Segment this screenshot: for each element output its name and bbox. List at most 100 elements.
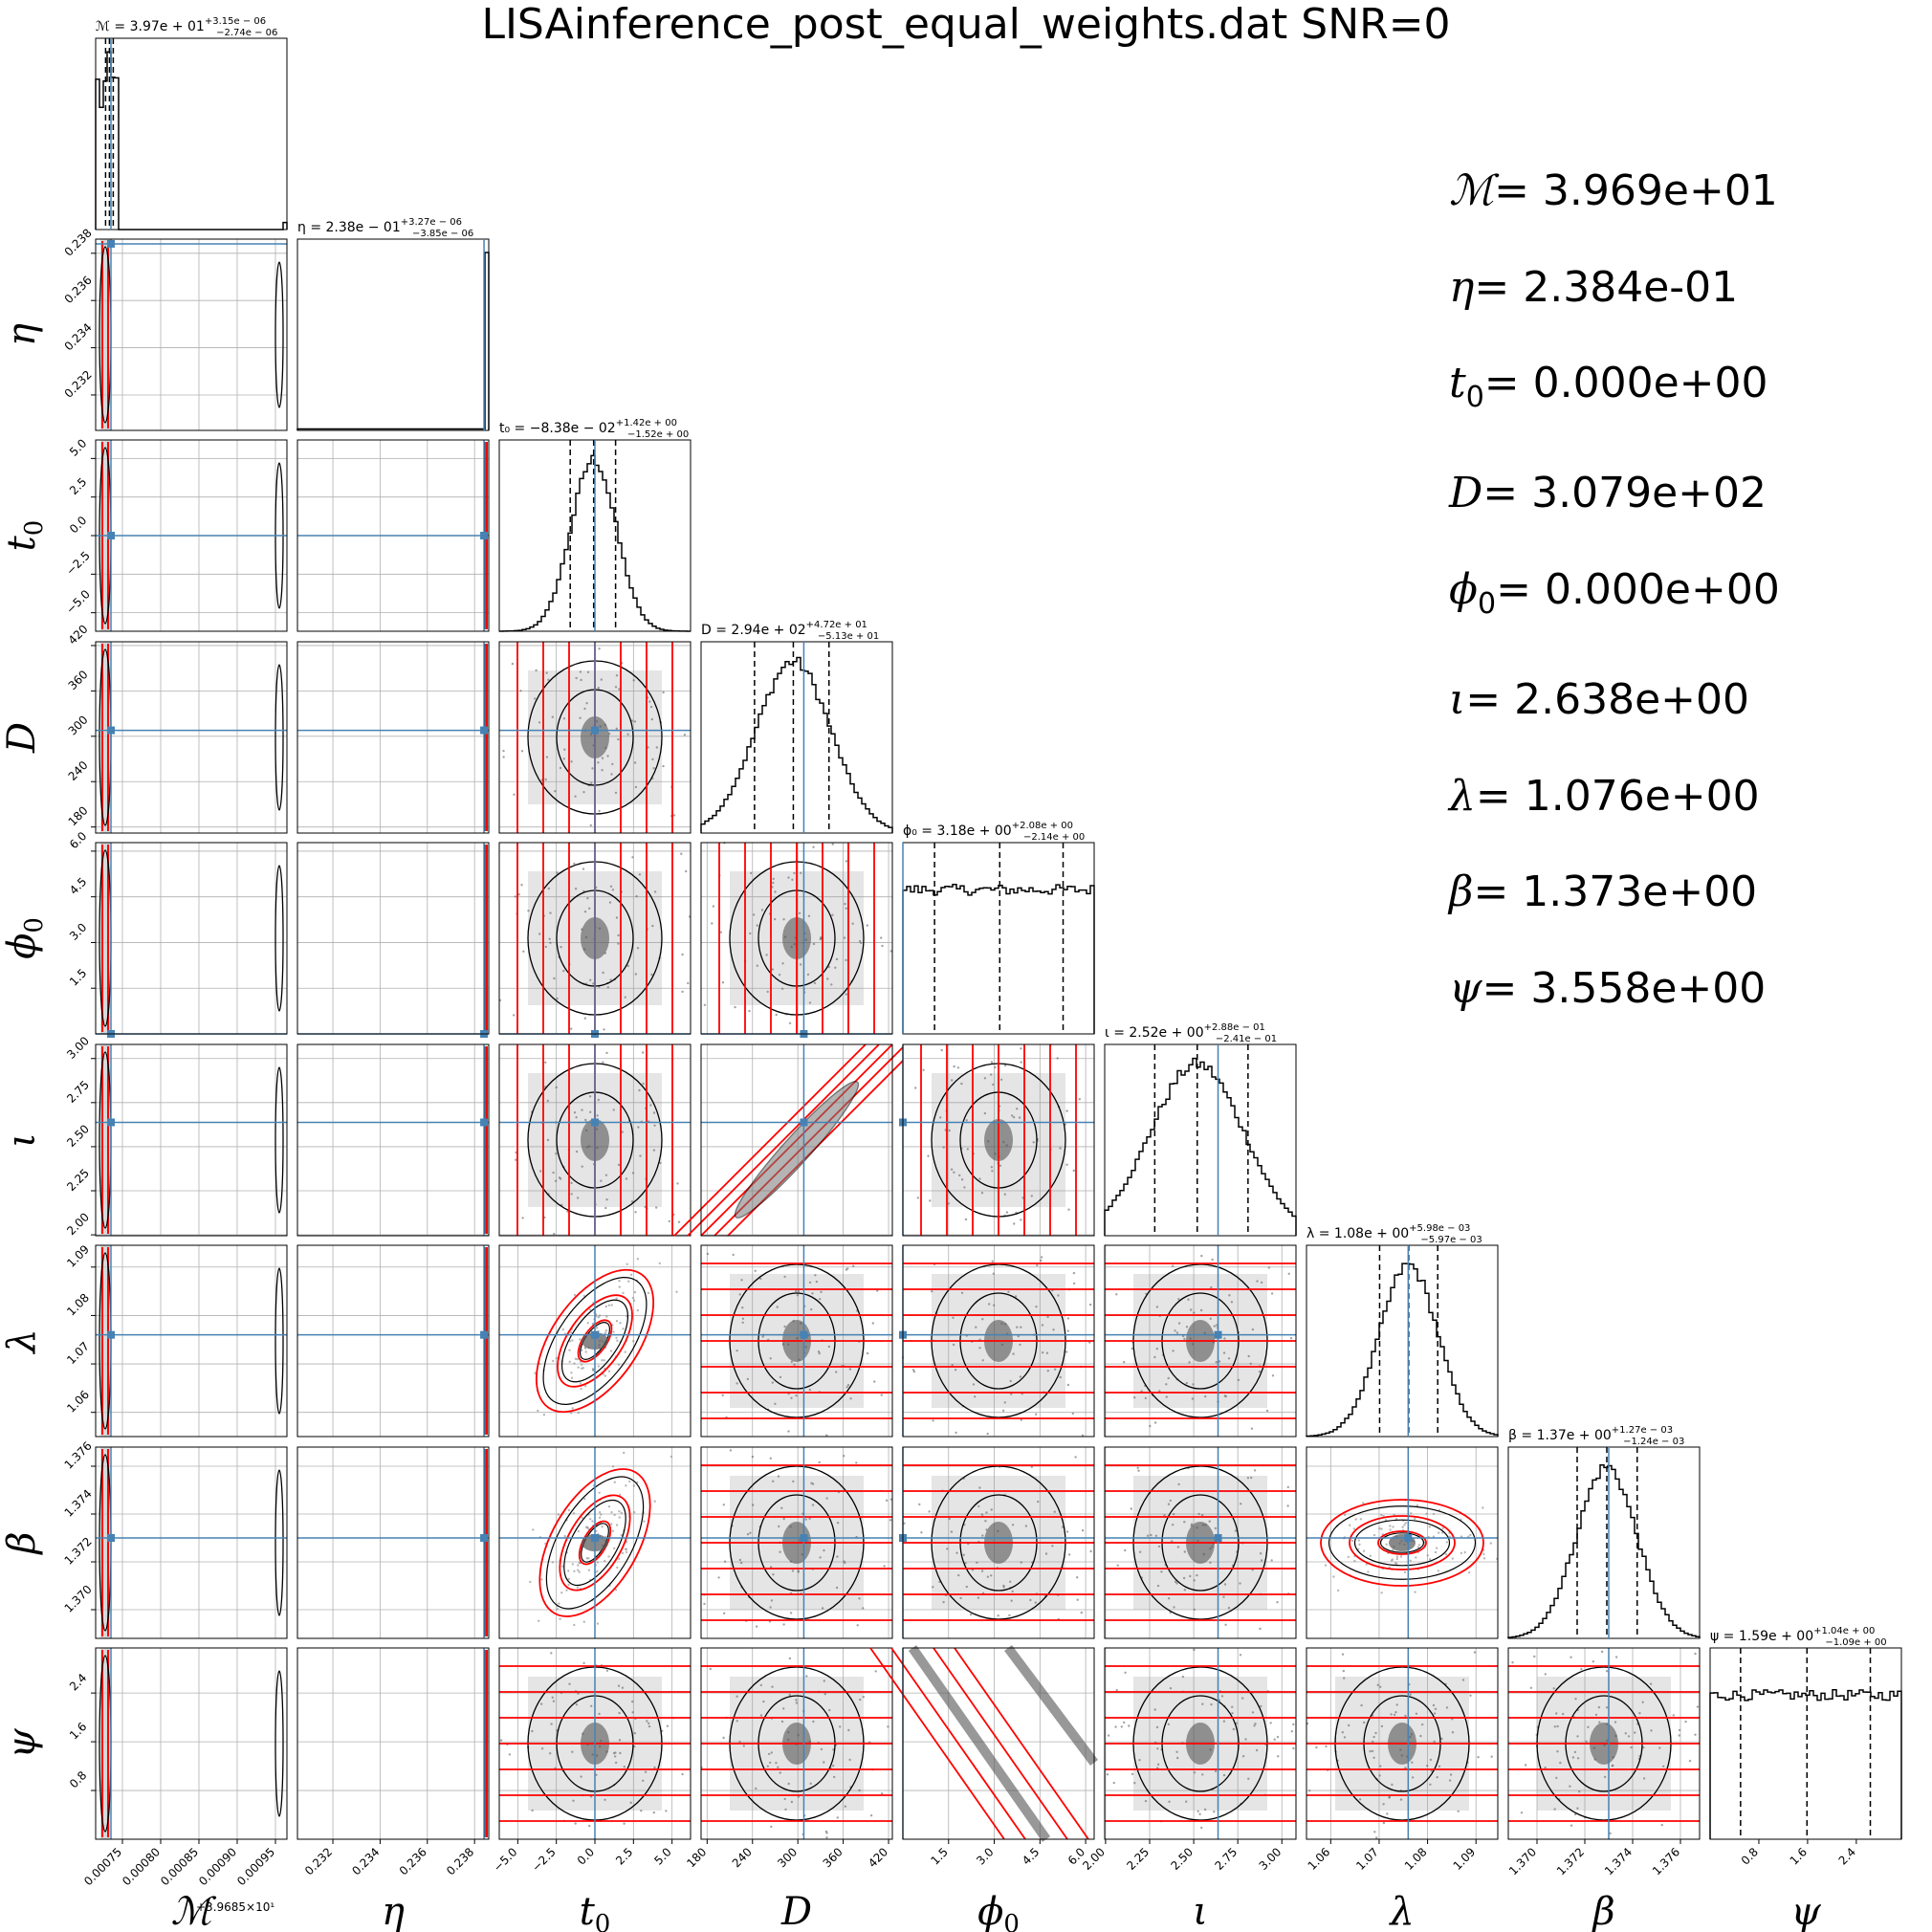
panel-frame (95, 1244, 288, 1438)
figure-title: LISAinference_post_equal_weights.dat SNR… (481, 0, 1451, 49)
sample-point (754, 1269, 757, 1273)
sample-point (1337, 1589, 1340, 1592)
sample-point (1658, 1746, 1661, 1749)
sample-point (1612, 1764, 1614, 1767)
x-axis-symbol: t (580, 1890, 596, 1932)
panel-2d (869, 1645, 1098, 1842)
sample-point (597, 1098, 600, 1102)
sample-point (634, 973, 637, 976)
sample-point (567, 1577, 570, 1581)
sample-point (576, 1197, 580, 1199)
sample-point (1174, 1329, 1176, 1332)
sample-point (1222, 1351, 1226, 1354)
sample-point (650, 973, 653, 977)
sample-point (1124, 1671, 1127, 1675)
panel-background (297, 1447, 489, 1638)
y-tick-label: −2.5 (63, 549, 93, 579)
sample-point (790, 1396, 793, 1400)
sample-point (554, 1179, 558, 1183)
panel-frame (498, 1043, 692, 1237)
panel-frame (902, 1043, 1095, 1237)
sample-point (1165, 1395, 1169, 1398)
hist-title-minus: −2.74e − 06 (216, 28, 277, 38)
sample-point (597, 1316, 600, 1319)
sample-point (1177, 1482, 1180, 1486)
sample-point (1133, 1782, 1136, 1785)
sample-point (628, 1480, 631, 1483)
sample-point (587, 1557, 590, 1560)
sample-point (723, 1612, 726, 1615)
sample-point (556, 1608, 560, 1611)
panel-frame (498, 842, 692, 1035)
sample-point (633, 1732, 636, 1735)
sample-point (874, 1670, 877, 1673)
sample-point (591, 1368, 595, 1372)
sample-point (1421, 1723, 1424, 1726)
sample-point (625, 1484, 627, 1487)
sample-point (735, 1695, 738, 1698)
sample-point (1433, 1712, 1437, 1715)
sample-point (1449, 1773, 1453, 1776)
sample-point (1116, 1564, 1119, 1567)
sample-point (948, 1129, 951, 1132)
y-tick-label: 5.0 (67, 436, 89, 458)
sample-point (999, 1078, 1003, 1082)
sample-point (963, 1524, 966, 1526)
sample-point (604, 1798, 606, 1802)
sample-point (1642, 1777, 1646, 1780)
y-tick-label: 0.232 (62, 368, 95, 401)
sample-point (981, 1318, 984, 1321)
sample-point (1010, 1599, 1013, 1602)
sample-point (953, 1171, 955, 1175)
sample-point (1254, 1723, 1257, 1725)
truth-marker (107, 239, 115, 248)
truth-value: = 0.000e+00 (1496, 564, 1780, 614)
sample-point (964, 1562, 967, 1565)
sample-point (1016, 1108, 1019, 1110)
sample-point (631, 1172, 635, 1175)
sample-point (1678, 1734, 1680, 1737)
sample-point (795, 1289, 798, 1293)
panel-background (96, 1648, 287, 1839)
hist-title: D = 2.94e + 02+4.72e + 01 −5.13e + 01 (701, 620, 879, 642)
sample-point (799, 963, 802, 966)
sample-point (1172, 1524, 1175, 1526)
sample-point (563, 748, 566, 751)
x-axis-symbol: λ (1388, 1890, 1414, 1932)
sample-point (916, 1197, 919, 1199)
sample-point (652, 1111, 656, 1114)
sample-point (502, 749, 505, 753)
sample-point (703, 1602, 706, 1606)
sample-point (859, 1698, 862, 1701)
panel-frame (498, 641, 692, 834)
sample-point (835, 957, 839, 961)
sample-point (1123, 1360, 1126, 1364)
x-tick-label: 1.374 (1602, 1845, 1635, 1877)
sample-point (756, 924, 758, 927)
sample-point (609, 1350, 613, 1352)
sample-point (1051, 1545, 1054, 1548)
sample-point (804, 1518, 807, 1521)
sample-point (1369, 1554, 1372, 1557)
sample-point (560, 1592, 563, 1594)
sample-point (581, 1349, 583, 1352)
sample-point (1065, 1530, 1069, 1533)
sample-point (1131, 1347, 1134, 1350)
sample-point (1036, 1263, 1039, 1267)
sample-point (1115, 1689, 1118, 1692)
sample-point (797, 1289, 801, 1293)
sample-point (581, 1165, 583, 1168)
sample-point (1436, 1776, 1438, 1779)
sample-point (613, 1547, 616, 1550)
sample-point (812, 845, 815, 848)
sample-point (608, 901, 612, 904)
sample-point (542, 1414, 546, 1416)
panel-2d (95, 1043, 288, 1237)
sample-point (808, 1281, 812, 1284)
sample-point (1250, 1427, 1254, 1430)
sample-point (589, 1518, 592, 1521)
sample-point (1395, 1703, 1398, 1706)
sample-point (1490, 1755, 1493, 1758)
panel-2d (498, 1446, 692, 1639)
sample-point (770, 1599, 774, 1602)
